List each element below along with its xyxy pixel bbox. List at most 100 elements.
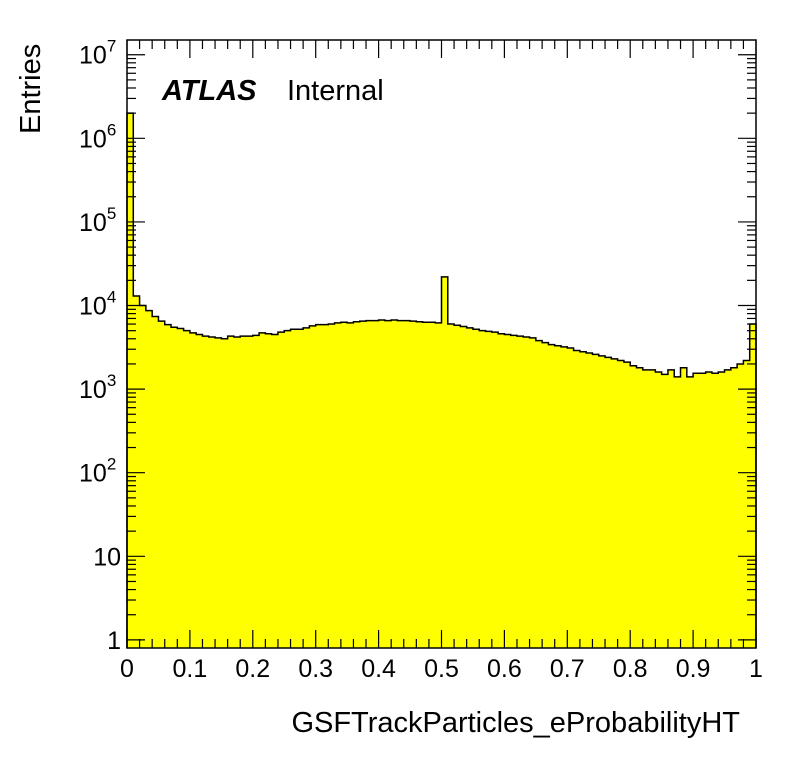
histogram-bar xyxy=(454,325,461,648)
internal-label: Internal xyxy=(287,75,384,107)
histogram-bar xyxy=(705,372,713,648)
axis-ticks xyxy=(126,40,757,648)
histogram-bar xyxy=(724,369,732,648)
histogram-bar xyxy=(171,327,178,648)
histogram-bar xyxy=(340,322,348,648)
x-tick-label: 0 xyxy=(120,655,134,683)
y-tick-label: 104 xyxy=(79,288,116,321)
histogram-bar xyxy=(573,350,581,648)
histogram-bar xyxy=(303,327,310,648)
histogram-bar xyxy=(221,338,229,648)
histogram-bar xyxy=(693,373,700,648)
histogram-bar xyxy=(422,322,430,648)
y-tick-label: 105 xyxy=(79,204,116,237)
y-tick-labels: 1 10 102 103 104 105 106 107 xyxy=(79,37,121,655)
histogram-bar xyxy=(441,276,449,648)
histogram-bar xyxy=(636,367,644,648)
histogram-bar xyxy=(460,326,468,648)
histogram-bar xyxy=(655,372,663,648)
histogram-bar xyxy=(227,336,235,648)
histogram-bar xyxy=(359,321,367,648)
x-axis-title: GSFTrackParticles_eProbabilityHT xyxy=(291,707,740,739)
histogram-bar xyxy=(485,331,493,648)
x-tick-label: 0.3 xyxy=(298,655,333,683)
histogram-bar xyxy=(649,369,656,648)
histogram-bar xyxy=(271,334,279,648)
x-tick-label: 0.1 xyxy=(173,655,208,683)
histogram-bar xyxy=(240,336,247,648)
histogram-bar xyxy=(567,348,574,648)
histogram-bar xyxy=(699,373,707,648)
histogram-bar xyxy=(447,324,455,648)
histogram-bar xyxy=(598,355,606,648)
histogram-bar xyxy=(127,113,134,649)
histogram-bar xyxy=(730,367,738,648)
histogram-bar xyxy=(686,376,694,648)
x-tick-label: 0.6 xyxy=(487,655,522,683)
x-tick-label: 1 xyxy=(749,655,763,683)
histogram-bar xyxy=(133,295,140,648)
histogram-bar xyxy=(177,328,185,648)
histogram-bar xyxy=(737,363,744,648)
histogram-bar xyxy=(328,324,335,648)
histogram-bar xyxy=(208,337,216,648)
histogram-bar xyxy=(642,369,650,648)
histogram-bar xyxy=(183,330,191,648)
histogram-bar xyxy=(145,310,153,648)
histogram-bar xyxy=(378,320,386,648)
atlas-label: ATLAS xyxy=(161,75,257,107)
y-tick-label: 102 xyxy=(79,455,116,488)
histogram-bar xyxy=(309,325,317,648)
histogram-bar xyxy=(189,332,197,648)
x-tick-label: 0.9 xyxy=(676,655,711,683)
histogram-bar xyxy=(384,320,392,648)
histogram-bar xyxy=(372,320,379,648)
histogram-bar xyxy=(410,321,417,648)
histogram-bar xyxy=(586,353,593,648)
histogram-outline xyxy=(126,112,757,648)
histogram-bar xyxy=(259,332,266,648)
histogram-bar xyxy=(674,376,681,648)
histogram-bar xyxy=(510,335,518,648)
histogram-bar xyxy=(435,322,442,648)
histogram-bar xyxy=(164,324,172,648)
histogram-bar xyxy=(290,329,298,648)
histogram-bar xyxy=(466,327,474,648)
histogram-bar xyxy=(202,336,210,648)
histogram-bars xyxy=(127,113,757,649)
histogram-bar xyxy=(592,354,600,648)
histogram-bar xyxy=(277,332,285,648)
histogram-bar xyxy=(718,372,725,648)
x-tick-label: 0.2 xyxy=(235,655,270,683)
histogram-bar xyxy=(196,334,203,648)
histogram-bar xyxy=(661,374,669,648)
histogram-bar xyxy=(366,320,373,648)
y-tick-label: 103 xyxy=(79,371,116,404)
histogram-bar xyxy=(667,369,675,648)
histogram-bar xyxy=(265,333,273,648)
histogram-bar xyxy=(139,305,147,648)
histogram-bar xyxy=(491,332,499,648)
histogram-bar xyxy=(397,320,405,648)
histogram-bar xyxy=(554,345,562,648)
histogram-bar xyxy=(630,365,637,648)
histogram-bar xyxy=(416,321,424,648)
x-tick-label: 0.8 xyxy=(613,655,648,683)
x-tick-label: 0.5 xyxy=(424,655,459,683)
histogram-bar xyxy=(472,329,480,648)
histogram-bar xyxy=(296,329,304,648)
y-tick-label: 1 xyxy=(107,627,121,655)
histogram-bar xyxy=(284,330,291,648)
histogram-bar xyxy=(233,337,241,648)
histogram-bar xyxy=(516,336,524,648)
histogram-bar xyxy=(579,351,587,648)
histogram-bar xyxy=(428,322,436,648)
histogram-bar xyxy=(605,357,612,648)
histogram-bar xyxy=(504,334,512,648)
histogram-bar xyxy=(523,337,530,648)
x-tick-labels: 0 0.1 0.2 0.3 0.4 0.5 0.6 0.7 0.8 0.9 1 xyxy=(120,655,763,683)
histogram-bar xyxy=(321,324,329,648)
histogram-bar xyxy=(711,373,719,648)
histogram-bar xyxy=(215,337,222,648)
